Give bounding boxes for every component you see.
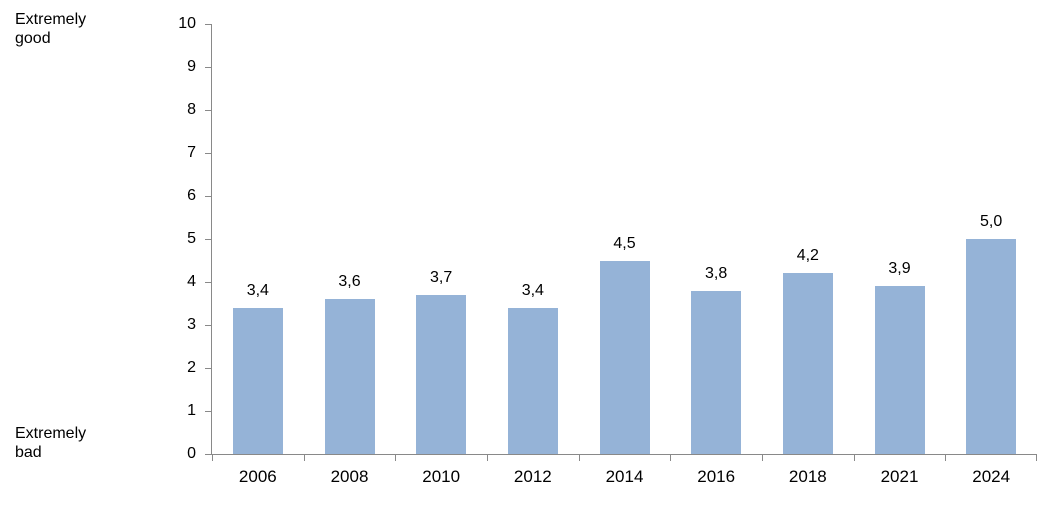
bar — [232, 307, 283, 454]
y-axis-tick — [205, 152, 212, 154]
bar — [782, 273, 833, 454]
x-axis-tick — [578, 454, 580, 461]
x-axis-tick — [395, 454, 397, 461]
bar-value-label: 3,4 — [246, 281, 269, 299]
y-axis-tick — [205, 367, 212, 369]
bar-value-label: 3,6 — [338, 273, 361, 291]
y-axis-tick-label: 3 — [187, 316, 196, 333]
y-axis-tick-label: 5 — [187, 230, 196, 247]
bar — [507, 307, 558, 454]
bar — [691, 290, 742, 454]
y-axis-tick-label: 2 — [187, 359, 196, 376]
y-axis-tick-label: 7 — [187, 144, 196, 161]
y-axis-tick-label: 6 — [187, 187, 196, 204]
y-axis-tick — [205, 453, 212, 455]
y-axis-tick — [205, 23, 212, 25]
y-axis-tick — [205, 195, 212, 197]
y-axis-tick — [205, 324, 212, 326]
plot-area: 0 1 2 3 4 5 6 7 8 9 10 3,4 2006 3,6 2008 3,7 2010 3,4 2012… — [178, 15, 1037, 486]
y-axis-tick-label: 4 — [187, 273, 196, 290]
scale-label-extremely-bad: Extremely bad — [15, 425, 87, 462]
bar-value-label: 3,8 — [705, 264, 728, 282]
y-axis-tick — [205, 281, 212, 283]
bar — [324, 299, 375, 454]
x-axis-tick — [670, 454, 672, 461]
x-axis-category-label: 2008 — [330, 467, 369, 486]
x-axis-tick — [945, 454, 947, 461]
x-axis-category-label: 2014 — [605, 467, 644, 486]
x-axis-category-label: 2018 — [788, 467, 827, 486]
y-axis-tick-label: 0 — [187, 445, 196, 462]
x-axis-tick — [303, 454, 305, 461]
x-axis-category-label: 2024 — [972, 467, 1011, 486]
bar — [416, 294, 467, 454]
x-axis-tick — [762, 454, 763, 461]
y-axis-tick — [205, 66, 212, 68]
bar — [966, 239, 1017, 454]
y-axis-tick-label: 10 — [178, 15, 196, 32]
y-axis-tick-label: 9 — [187, 58, 196, 75]
x-axis-category-label: 2010 — [422, 467, 461, 486]
bar-value-label: 4,5 — [613, 234, 636, 252]
bar — [874, 286, 925, 454]
bar — [599, 260, 650, 454]
x-axis-category-label: 2016 — [697, 467, 736, 486]
bar-value-label: 3,4 — [521, 281, 544, 299]
y-axis-tick-label: 1 — [187, 402, 196, 419]
x-axis-category-label: 2012 — [513, 467, 552, 486]
y-axis-tick — [205, 109, 212, 111]
scale-label-extremely-good: Extremely good — [15, 11, 87, 48]
bar-value-label: 3,9 — [888, 260, 911, 278]
x-axis-tick — [212, 454, 213, 461]
x-axis-tick — [853, 454, 855, 461]
bar-value-label: 5,0 — [980, 213, 1003, 230]
x-axis-tick — [487, 454, 488, 461]
x-axis-category-label: 2021 — [880, 467, 919, 486]
y-axis-tick — [205, 410, 212, 412]
x-axis-category-label: 2006 — [238, 467, 277, 486]
y-axis-tick — [205, 238, 212, 240]
bar-value-label: 3,7 — [430, 268, 453, 286]
x-axis-tick — [1036, 454, 1037, 461]
bar-value-label: 4,2 — [796, 247, 819, 265]
y-axis-tick-label: 8 — [187, 101, 196, 118]
